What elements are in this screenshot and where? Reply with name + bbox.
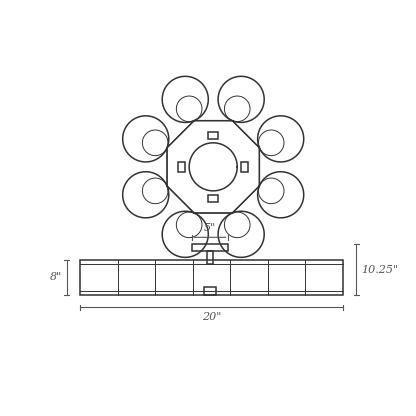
Bar — [241, 162, 248, 172]
Text: 10.25": 10.25" — [361, 265, 398, 275]
Bar — [208, 195, 218, 202]
Text: 5": 5" — [204, 223, 216, 233]
Bar — [207, 251, 213, 264]
Bar — [192, 244, 228, 251]
Bar — [80, 260, 343, 295]
Bar — [208, 132, 218, 139]
Bar — [178, 162, 186, 172]
Text: 8": 8" — [50, 272, 62, 282]
Text: 20": 20" — [202, 312, 221, 322]
Bar — [204, 287, 216, 295]
